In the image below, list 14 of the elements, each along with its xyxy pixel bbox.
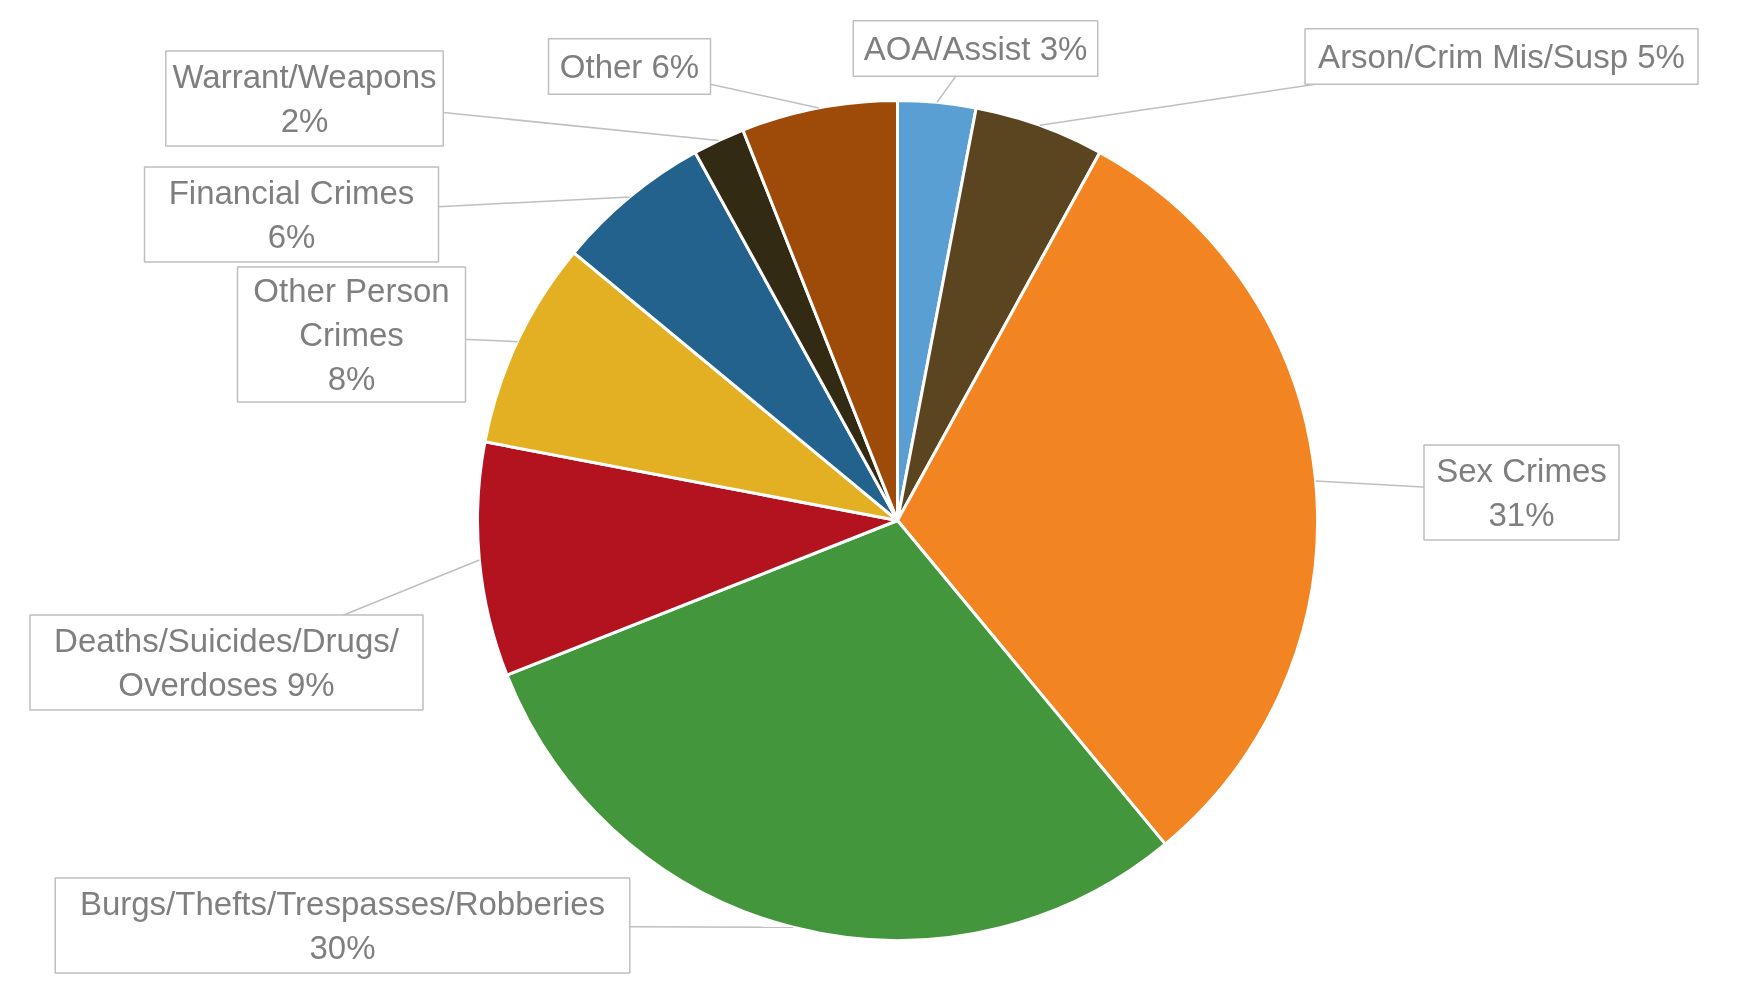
slice-label: Sex Crimes bbox=[1436, 451, 1607, 489]
data-label: 31% bbox=[1488, 496, 1555, 534]
slice-label: Warrant/Weapons bbox=[172, 57, 437, 95]
slice-label: Other 6% bbox=[559, 48, 700, 85]
slice-label: Deaths/Suicides/Drugs/Overdoses 9% bbox=[54, 621, 400, 704]
data-label: 6% bbox=[267, 218, 316, 256]
data-label: 8% bbox=[327, 360, 376, 398]
data-label: 30% bbox=[309, 929, 376, 967]
slice-label: Arson/Crim Mis/Susp 5% bbox=[1318, 38, 1685, 75]
slice-label: Financial Crimes bbox=[168, 173, 415, 211]
slice-label: AOA/Assist 3% bbox=[863, 30, 1088, 67]
slice-label: Other Person Crimes bbox=[253, 271, 450, 353]
slice-label: Burgs/Thefts/Trespasses/Robberies bbox=[79, 884, 606, 922]
data-label: 2% bbox=[280, 102, 329, 140]
